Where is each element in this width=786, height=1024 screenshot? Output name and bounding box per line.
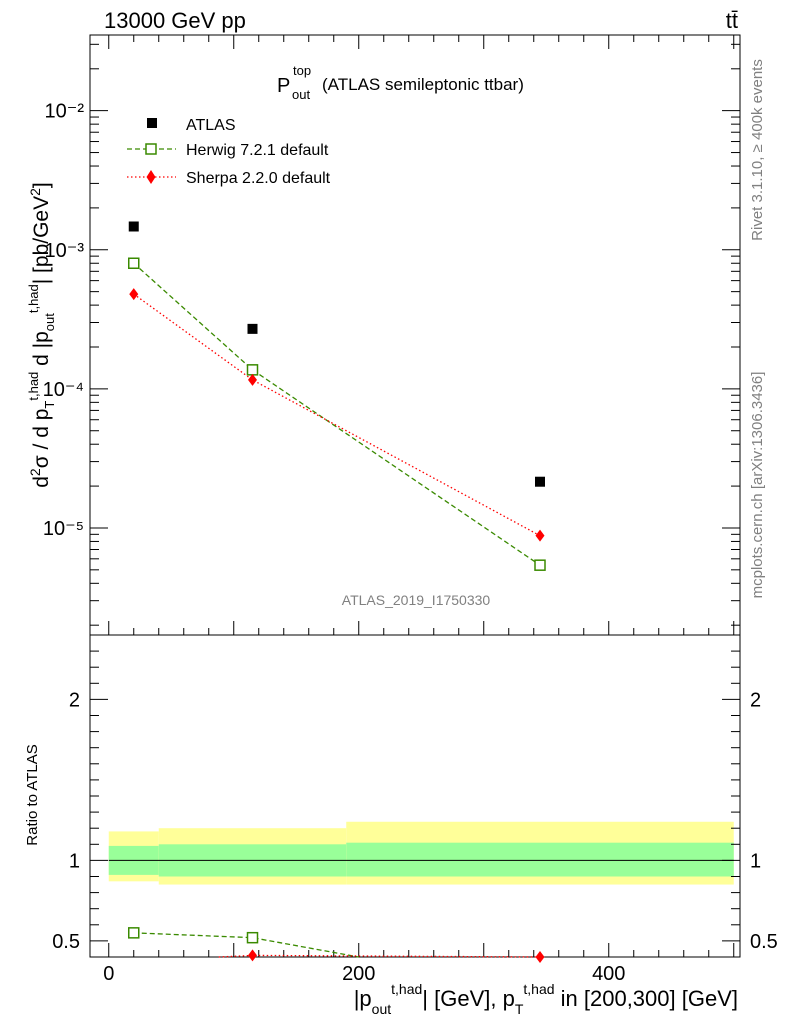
y-axis-title-ratio: Ratio to ATLAS (24, 744, 41, 845)
y-tick-label-ratio: 2 (69, 689, 80, 711)
x-tick-label: 400 (592, 963, 625, 985)
title-sub: out (292, 87, 310, 102)
y-tick-label-ratio-right: 2 (750, 689, 761, 711)
herwig-ratio-point (128, 927, 140, 939)
series-line-1 (133, 262, 541, 566)
series-lines (133, 262, 541, 958)
analysis-label: ATLAS_2019_I1750330 (342, 592, 491, 608)
energy-label: 13000 GeV pp (104, 8, 246, 33)
series-markers (128, 221, 546, 963)
band-inner-2 (346, 842, 734, 877)
y-tick-label-ratio-right: 1 (750, 850, 761, 872)
title-main: P (277, 75, 290, 97)
axis-ticks: 0 200 400 10⁻⁵ 10⁻⁴ 10⁻³ 10⁻² 0.5 0.5 1 1 2 2 (43, 35, 778, 985)
herwig-point (534, 559, 546, 571)
herwig-point (246, 364, 259, 376)
legend-herwig-marker (145, 143, 157, 155)
legend-atlas-label: ATLAS (186, 117, 236, 134)
title-rest: (ATLAS semileptonic ttbar) (322, 75, 524, 94)
ratio-line-1 (218, 954, 541, 958)
sherpa-ratio-point (535, 951, 545, 963)
plot-title: P top out (ATLAS semileptonic ttbar) (277, 63, 524, 102)
legend: ATLAS Herwig 7.2.1 default Sherpa 2.2.0 … (127, 117, 331, 187)
ratio-line-0 (133, 932, 359, 958)
ratio-panel-frame (89, 634, 741, 958)
atlas-point (128, 221, 139, 232)
atlas-point (535, 476, 545, 487)
ratio-uncertainty-bands (108, 821, 734, 885)
svg-text:|poutt,had| [GeV], pTt,had in: |poutt,had| [GeV], pTt,had in [200,300] … (354, 981, 738, 1017)
mcplots-label: mcplots.cern.ch [arXiv:1306.3436] (749, 372, 766, 599)
legend-herwig-label: Herwig 7.2.1 default (186, 142, 329, 159)
sherpa-point (129, 288, 139, 301)
atlas-point (247, 323, 258, 334)
y-tick-label-ratio: 0.5 (52, 931, 80, 953)
sherpa-point (248, 373, 257, 386)
y-tick-label-main: 10⁻³ (45, 240, 85, 262)
x-tick-label: 0 (103, 963, 114, 985)
sherpa-ratio-point (248, 949, 257, 962)
y-tick-label-main: 10⁻⁵ (43, 518, 84, 540)
y-tick-label-ratio: 1 (69, 850, 80, 872)
herwig-ratio-point (246, 931, 259, 944)
series-line-2 (133, 293, 541, 537)
rivet-label: Rivet 3.1.10, ≥ 400k events (749, 59, 766, 241)
sherpa-point (535, 529, 545, 542)
x-tick-label: 200 (342, 963, 375, 985)
legend-sherpa-marker (146, 170, 156, 184)
y-tick-label-main: 10⁻² (45, 101, 85, 123)
title-sup: top (293, 63, 311, 78)
legend-atlas-marker (147, 118, 157, 128)
y-tick-label-main: 10⁻⁴ (43, 379, 84, 401)
y-axis-title-main: d2σ / d pTt,had d |poutt,had| [pb/GeV2] (26, 182, 57, 488)
x-axis-title: |poutt,had| [GeV], pTt,had in [200,300] … (354, 981, 738, 1017)
svg-text:d2σ / d pTt,had d |poutt,had|: d2σ / d pTt,had d |poutt,had| [pb/GeV2] (26, 182, 57, 488)
y-tick-label-ratio-right: 0.5 (750, 931, 778, 953)
herwig-point (128, 257, 140, 270)
legend-sherpa-label: Sherpa 2.2.0 default (186, 170, 331, 187)
process-label: tt̄ (726, 8, 738, 33)
